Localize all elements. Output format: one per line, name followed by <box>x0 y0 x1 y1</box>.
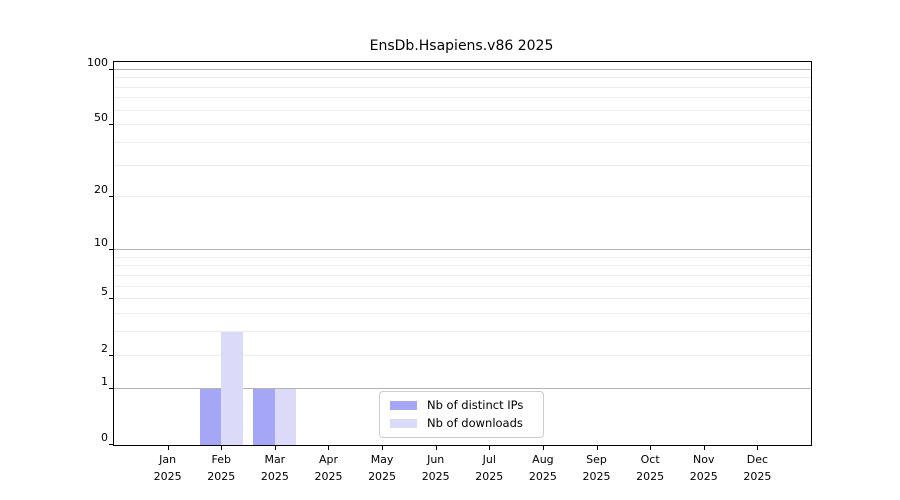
x-tick-year: 2025 <box>528 470 557 483</box>
minor-gridline <box>114 298 811 299</box>
x-tick-label: Jul 2025 <box>459 451 519 485</box>
minor-gridline <box>114 77 811 78</box>
x-tick-label: Oct 2025 <box>620 451 680 485</box>
minor-gridline <box>114 97 811 98</box>
bar-downloads <box>221 332 243 445</box>
legend-swatch-downloads <box>390 419 417 428</box>
x-axis-tick <box>489 446 491 450</box>
minor-gridline <box>114 331 811 332</box>
x-tick-label: Feb 2025 <box>191 451 251 485</box>
bar-distinct-ips <box>253 389 275 445</box>
x-tick-month: Nov <box>693 453 715 466</box>
minor-gridline <box>114 196 811 197</box>
y-tick-label: 5 <box>101 285 108 298</box>
y-axis-tick <box>109 249 113 250</box>
x-tick-year: 2025 <box>582 470 611 483</box>
x-tick-year: 2025 <box>421 470 450 483</box>
major-gridline <box>114 69 811 70</box>
minor-gridline <box>114 87 811 88</box>
x-axis-tick <box>274 446 276 450</box>
x-tick-label: Aug 2025 <box>513 451 573 485</box>
minor-gridline <box>114 265 811 266</box>
x-tick-month: Feb <box>211 453 231 466</box>
legend-label-distinct-ips: Nb of distinct IPs <box>427 398 524 412</box>
x-tick-year: 2025 <box>260 470 289 483</box>
x-tick-month: Mar <box>264 453 286 466</box>
x-axis-tick <box>596 446 598 450</box>
x-tick-year: 2025 <box>743 470 772 483</box>
minor-gridline <box>114 110 811 111</box>
legend-swatch-distinct-ips <box>390 401 417 410</box>
x-tick-month: Apr <box>318 453 338 466</box>
x-tick-month: Sep <box>586 453 607 466</box>
x-tick-month: May <box>370 453 394 466</box>
x-tick-label: Apr 2025 <box>298 451 358 485</box>
minor-gridline <box>114 355 811 356</box>
y-axis-tick <box>109 69 113 70</box>
legend-item-downloads: Nb of downloads <box>390 416 535 431</box>
legend-item-distinct-ips: Nb of distinct IPs <box>390 398 535 413</box>
minor-gridline <box>114 142 811 143</box>
minor-gridline <box>114 275 811 276</box>
y-axis-tick <box>109 196 113 197</box>
x-tick-label: Mar 2025 <box>245 451 305 485</box>
x-axis-tick <box>167 446 169 450</box>
x-tick-label: Jan 2025 <box>138 451 198 485</box>
x-tick-year: 2025 <box>475 470 504 483</box>
chart-title: EnsDb.Hsapiens.v86 2025 <box>369 38 554 54</box>
minor-gridline <box>114 286 811 287</box>
x-axis-tick <box>703 446 705 450</box>
minor-gridline <box>114 313 811 314</box>
x-axis-tick <box>435 446 437 450</box>
x-axis-tick <box>650 446 652 450</box>
y-tick-label: 2 <box>101 342 108 355</box>
bar-distinct-ips <box>199 389 222 445</box>
bar-downloads <box>274 389 297 445</box>
y-tick-label: 100 <box>87 56 108 69</box>
y-axis-tick <box>109 124 113 125</box>
x-tick-month: Aug <box>532 453 554 466</box>
x-tick-year: 2025 <box>689 470 718 483</box>
x-tick-year: 2025 <box>636 470 665 483</box>
legend: Nb of distinct IPs Nb of downloads <box>379 391 544 438</box>
x-tick-month: Oct <box>640 453 660 466</box>
major-gridline <box>114 388 811 389</box>
y-tick-label: 20 <box>94 183 108 196</box>
x-tick-label: Jun 2025 <box>406 451 466 485</box>
major-gridline <box>114 249 811 250</box>
minor-gridline <box>114 165 811 166</box>
x-tick-label: Nov 2025 <box>674 451 734 485</box>
x-tick-month: Dec <box>746 453 769 466</box>
x-tick-label: Sep 2025 <box>567 451 627 485</box>
x-axis-tick <box>542 446 544 450</box>
y-tick-label: 10 <box>94 236 108 249</box>
x-tick-label: Dec 2025 <box>727 451 787 485</box>
legend-label-downloads: Nb of downloads <box>427 416 523 430</box>
x-tick-label: May 2025 <box>352 451 412 485</box>
y-axis-tick <box>109 298 113 299</box>
x-axis-tick <box>328 446 330 450</box>
minor-gridline <box>114 124 811 125</box>
x-tick-year: 2025 <box>368 470 397 483</box>
x-tick-year: 2025 <box>314 470 343 483</box>
x-tick-month: Jul <box>482 453 496 466</box>
y-axis-tick <box>109 444 113 445</box>
y-axis-tick <box>109 355 113 356</box>
x-axis-tick <box>757 446 759 450</box>
y-axis-tick <box>109 388 113 389</box>
y-tick-label: 0 <box>101 431 108 444</box>
y-tick-label: 50 <box>94 111 108 124</box>
x-tick-year: 2025 <box>207 470 236 483</box>
x-tick-month: Jun <box>427 453 445 466</box>
y-tick-label: 1 <box>101 375 108 388</box>
minor-gridline <box>114 257 811 258</box>
plot-area: Nb of distinct IPs Nb of downloads 0 1 2 5 1… <box>87 56 812 483</box>
x-tick-month: Jan <box>159 453 177 466</box>
x-tick-year: 2025 <box>153 470 182 483</box>
x-axis-tick <box>382 446 384 450</box>
x-axis-tick <box>221 446 223 450</box>
